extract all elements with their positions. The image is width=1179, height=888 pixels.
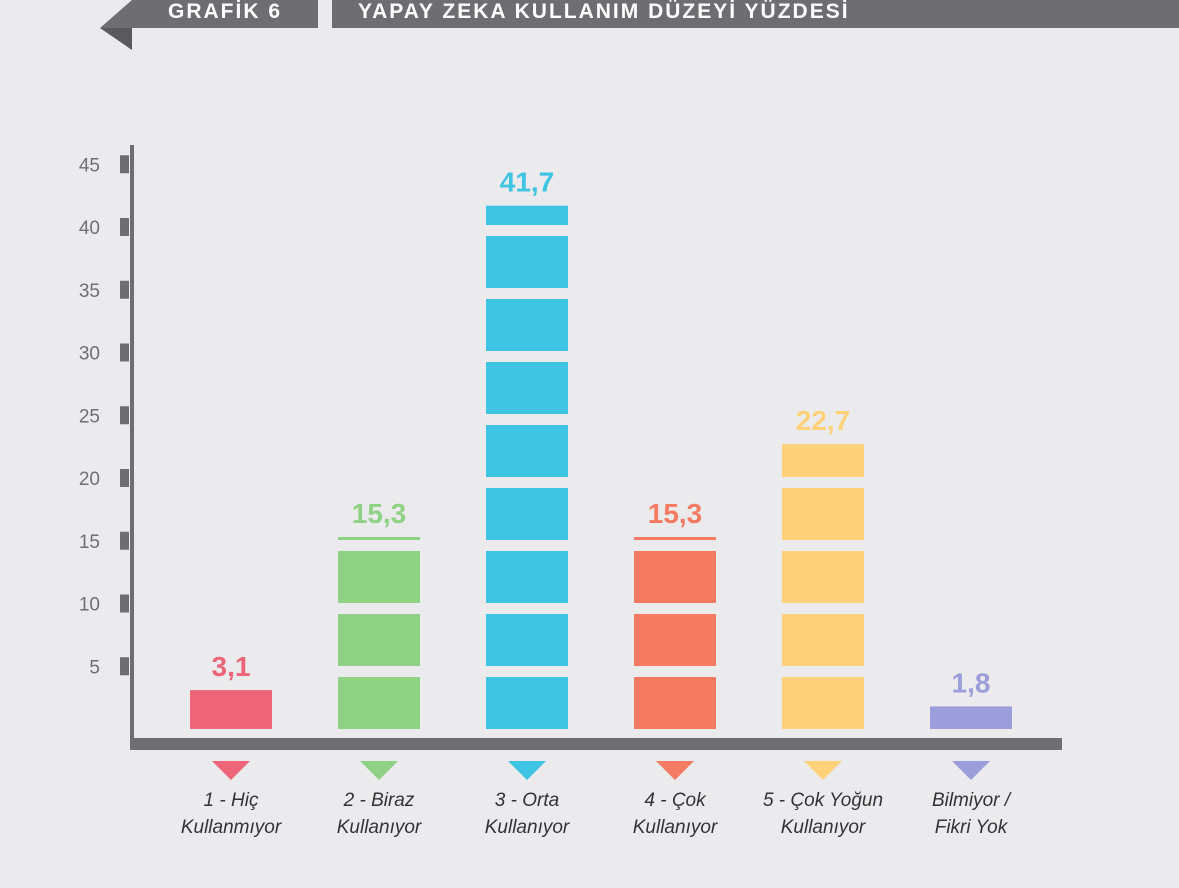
category-label: Kullanmıyor	[181, 817, 282, 838]
bar-value-label: 1,8	[952, 667, 991, 698]
bar-segment	[338, 551, 420, 603]
category-marker-triangle	[508, 761, 546, 780]
bars-group	[190, 205, 1012, 729]
y-tick-label: 30	[79, 344, 100, 365]
grafik-number-label: GRAFİK 6	[168, 0, 282, 23]
bar-segment	[486, 299, 568, 351]
bar-segment	[338, 677, 420, 729]
category-marker-triangle	[212, 761, 250, 780]
chart-title: YAPAY ZEKA KULLANIM DÜZEYİ YÜZDESİ	[358, 0, 850, 23]
bar-value-label: 41,7	[500, 167, 555, 198]
x-axis-baseline	[130, 738, 1062, 750]
y-tick-mark	[120, 155, 129, 174]
bar-value-label: 3,1	[212, 651, 251, 682]
bar-segment	[634, 677, 716, 729]
chart-header: GRAFİK 6 YAPAY ZEKA KULLANIM DÜZEYİ YÜZD…	[100, 0, 1179, 50]
y-tick-mark	[120, 343, 129, 362]
bar-segment	[486, 236, 568, 288]
category-marker-triangle	[656, 761, 694, 780]
bar-segment	[190, 690, 272, 729]
grafik-tab-fold	[100, 28, 132, 50]
y-tick-label: 10	[79, 595, 100, 616]
bar-segment	[486, 425, 568, 477]
bar-segment	[782, 488, 864, 540]
bar-segment	[486, 205, 568, 225]
bar-segment	[338, 536, 420, 540]
y-tick-mark	[120, 406, 129, 425]
bar-value-label: 22,7	[796, 405, 851, 436]
bar	[338, 536, 420, 729]
bar-segment	[782, 614, 864, 666]
y-tick-label: 5	[89, 657, 100, 678]
bar	[930, 706, 1012, 729]
grafik-tab-shape	[100, 0, 318, 28]
bar	[782, 444, 864, 729]
y-tick-mark	[120, 657, 129, 676]
title-band	[332, 0, 1179, 28]
y-tick-label: 35	[79, 281, 100, 302]
y-tick-mark	[120, 469, 129, 487]
y-tick-mark	[120, 531, 129, 550]
category-label: Kullanıyor	[337, 817, 422, 838]
bar-segment	[782, 551, 864, 603]
category-label: Kullanıyor	[485, 817, 570, 838]
category-label: Fikri Yok	[935, 817, 1009, 838]
chart-axes	[130, 145, 1062, 750]
bar-segment	[634, 551, 716, 603]
category-label: 1 - Hiç	[204, 790, 259, 811]
bar-segment	[782, 677, 864, 729]
bar-segment	[338, 614, 420, 666]
bar-value-label: 15,3	[352, 498, 407, 529]
bar-segment	[486, 488, 568, 540]
y-tick-mark	[120, 218, 129, 236]
category-label: 4 - Çok	[644, 790, 707, 811]
bar-segment	[782, 444, 864, 477]
category-label: Kullanıyor	[781, 817, 866, 838]
category-label: 3 - Orta	[495, 790, 559, 811]
category-label: 5 - Çok Yoğun	[763, 790, 883, 811]
y-tick-label: 25	[79, 406, 100, 427]
y-axis-line	[130, 145, 134, 750]
y-tick-mark	[120, 280, 129, 299]
y-tick-mark	[120, 594, 129, 613]
bar	[190, 690, 272, 729]
category-marker-triangle	[804, 761, 842, 780]
y-tick-label: 45	[79, 155, 100, 176]
value-labels-group: 3,1 15,3 41,7 15,3 22,7 1,8	[212, 167, 991, 699]
bar-segment	[930, 706, 1012, 729]
category-marker-triangle	[952, 761, 990, 780]
bar-value-label: 15,3	[648, 498, 703, 529]
bar	[634, 536, 716, 729]
bar-segment	[486, 362, 568, 414]
bar-segment	[486, 614, 568, 666]
bar-segment	[486, 551, 568, 603]
category-labels-group: 1 - Hiç Kullanmıyor 2 - Biraz Kullanıyor 3 -…	[181, 790, 1012, 838]
y-tick-label: 20	[79, 469, 100, 490]
y-tick-label: 40	[79, 218, 100, 239]
y-tick-label: 15	[79, 532, 100, 553]
category-marker-triangle	[360, 761, 398, 780]
category-label: 2 - Biraz	[343, 790, 415, 811]
bar-segment	[486, 677, 568, 729]
y-axis-ticks: 5 10 15 20 25 30 35 40 45	[79, 155, 129, 678]
bar	[486, 205, 568, 729]
category-label: Bilmiyor /	[932, 790, 1012, 811]
category-label: Kullanıyor	[633, 817, 718, 838]
bar-segment	[634, 614, 716, 666]
bar-segment	[634, 536, 716, 540]
category-markers-group	[212, 761, 990, 780]
